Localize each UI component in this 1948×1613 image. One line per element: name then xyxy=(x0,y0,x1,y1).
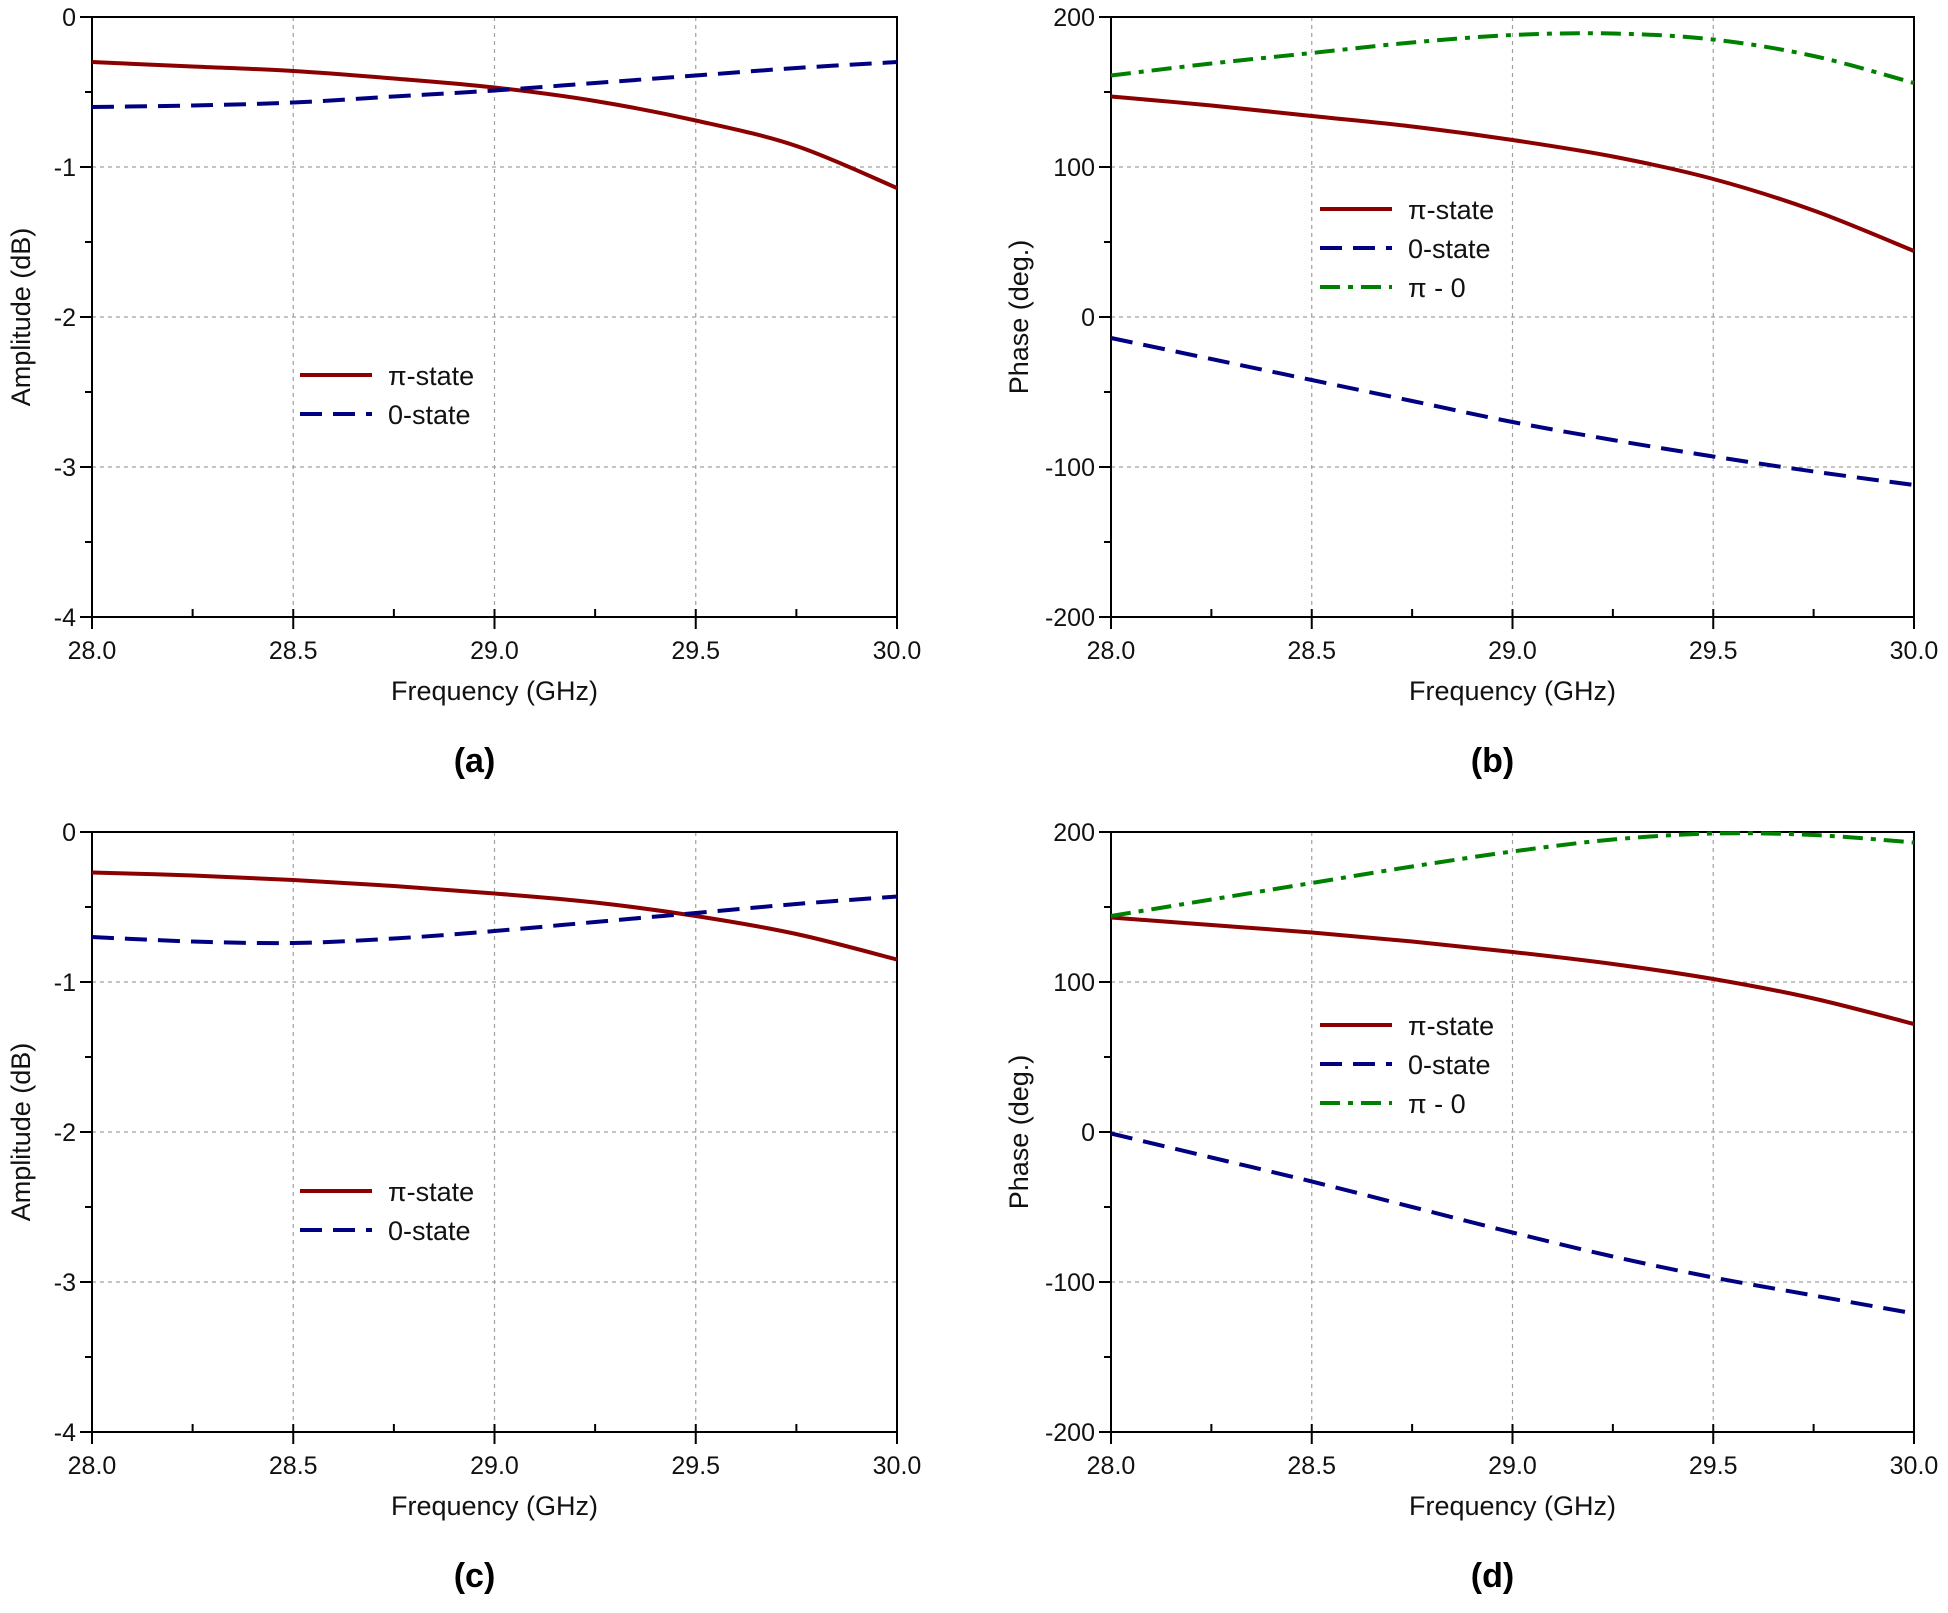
panel-a: 28.0 28.5 29.0 29.5 30.0 -4 -3 -2 -1 0 π-state 0-st… xyxy=(6,4,921,780)
y-tick-label: -3 xyxy=(54,454,76,482)
x-tick-label: 29.0 xyxy=(1488,1452,1537,1480)
x-axis-label: Frequency (GHz) xyxy=(391,1491,598,1521)
x-tick-label: 30.0 xyxy=(1890,637,1939,665)
x-tick-label: 30.0 xyxy=(873,1452,922,1480)
series-line-dash xyxy=(1110,336,1915,487)
y-axis-label: Phase (deg.) xyxy=(1004,1055,1034,1210)
panel-title: (b) xyxy=(1471,742,1514,780)
x-tick-label: 28.5 xyxy=(269,637,318,665)
series-line-solid xyxy=(1110,94,1915,253)
x-tick-label: 28.0 xyxy=(1087,637,1136,665)
y-tick-label: -2 xyxy=(54,304,76,332)
x-axis-label: Frequency (GHz) xyxy=(1409,676,1616,706)
y-tick-label: 0 xyxy=(1081,1119,1095,1147)
panel-title: (d) xyxy=(1471,1557,1514,1595)
y-tick-label: 0 xyxy=(1081,304,1095,332)
plot-frame xyxy=(91,831,898,1433)
y-tick-label: 100 xyxy=(1053,969,1095,997)
plot-frame xyxy=(1110,831,1915,1433)
legend-label: π - 0 xyxy=(1408,1089,1466,1119)
y-tick-label: -4 xyxy=(54,1419,76,1447)
x-tick-label: 29.0 xyxy=(470,1452,519,1480)
x-tick-label: 29.5 xyxy=(671,637,720,665)
y-tick-label: 0 xyxy=(62,4,76,32)
x-tick-label: 29.0 xyxy=(470,637,519,665)
y-tick-label: -4 xyxy=(54,604,76,632)
legend-label: π-state xyxy=(1408,1011,1494,1041)
x-tick-label: 28.0 xyxy=(68,1452,117,1480)
x-tick-label: 29.5 xyxy=(671,1452,720,1480)
y-axis-label: Amplitude (dB) xyxy=(6,228,36,407)
series-line-dashdot xyxy=(1110,31,1915,85)
panel-b: 28.0 28.5 29.0 29.5 30.0 -200 -100 0 100 200 π-sta… xyxy=(1004,4,1938,780)
panel-title: (a) xyxy=(454,742,496,780)
series-line-solid xyxy=(91,60,898,190)
series-line-solid xyxy=(1110,915,1915,1026)
legend-label: 0-state xyxy=(388,1216,471,1246)
y-tick-label: 100 xyxy=(1053,154,1095,182)
x-tick-label: 28.5 xyxy=(1287,1452,1336,1480)
legend-label: π-state xyxy=(388,361,474,391)
y-tick-label: -100 xyxy=(1045,454,1095,482)
y-tick-label: -100 xyxy=(1045,1269,1095,1297)
x-tick-label: 28.5 xyxy=(1287,637,1336,665)
series-line-dash xyxy=(91,60,898,109)
x-axis-label: Frequency (GHz) xyxy=(391,676,598,706)
x-tick-label: 29.5 xyxy=(1689,637,1738,665)
plot-frame xyxy=(1110,16,1915,618)
x-tick-label: 28.5 xyxy=(269,1452,318,1480)
y-axis-label: Phase (deg.) xyxy=(1004,240,1034,395)
y-tick-label: -2 xyxy=(54,1119,76,1147)
x-tick-label: 30.0 xyxy=(1890,1452,1939,1480)
x-axis-label: Frequency (GHz) xyxy=(1409,1491,1616,1521)
y-tick-label: -1 xyxy=(54,969,76,997)
panel-title: (c) xyxy=(454,1557,496,1595)
panel-d: 28.0 28.5 29.0 29.5 30.0 -200 -100 0 100 200 π-sta… xyxy=(1004,819,1938,1595)
x-tick-label: 28.0 xyxy=(68,637,117,665)
y-tick-label: -1 xyxy=(54,154,76,182)
series-line-dash xyxy=(1110,1131,1915,1316)
plot-frame xyxy=(91,16,898,618)
panel-c: 28.0 28.5 29.0 29.5 30.0 -4 -3 -2 -1 0 π-state 0-st… xyxy=(6,819,921,1595)
legend-label: π-state xyxy=(388,1177,474,1207)
x-tick-label: 29.0 xyxy=(1488,637,1537,665)
y-tick-label: -200 xyxy=(1045,604,1095,632)
y-tick-label: 0 xyxy=(62,819,76,847)
legend-label: π-state xyxy=(1408,195,1494,225)
legend-label: π - 0 xyxy=(1408,273,1466,303)
y-tick-label: -200 xyxy=(1045,1419,1095,1447)
x-tick-label: 30.0 xyxy=(873,637,922,665)
legend-label: 0-state xyxy=(1408,234,1491,264)
series-line-dash xyxy=(91,894,898,946)
legend-label: 0-state xyxy=(1408,1050,1491,1080)
x-tick-label: 29.5 xyxy=(1689,1452,1738,1480)
legend-label: 0-state xyxy=(388,400,471,430)
y-tick-label: 200 xyxy=(1053,4,1095,32)
y-tick-label: -3 xyxy=(54,1269,76,1297)
series-line-dashdot xyxy=(1110,831,1915,918)
x-tick-label: 28.0 xyxy=(1087,1452,1136,1480)
series-line-solid xyxy=(91,870,898,962)
y-axis-label: Amplitude (dB) xyxy=(6,1043,36,1222)
y-tick-label: 200 xyxy=(1053,819,1095,847)
